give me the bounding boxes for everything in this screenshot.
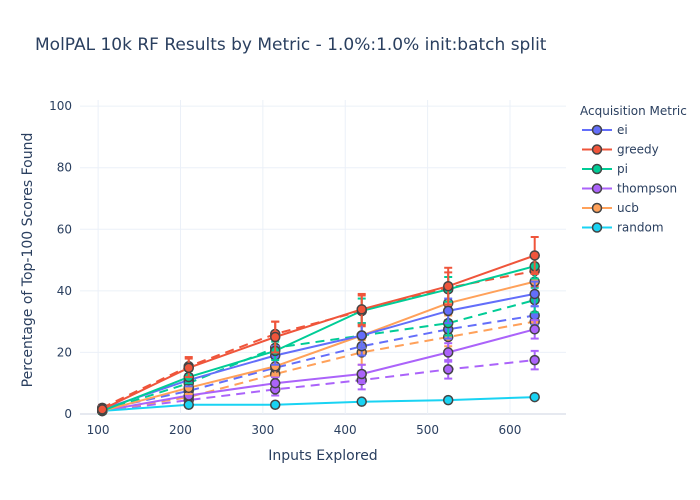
data-point — [96, 404, 108, 415]
series-greedy-solid — [96, 235, 540, 415]
series-line — [101, 280, 535, 412]
legend-label: pi — [617, 162, 628, 176]
data-point — [529, 391, 540, 403]
data-point — [183, 399, 194, 411]
data-point — [529, 324, 540, 335]
y-tick-label: 20 — [57, 345, 72, 359]
x-tick-label: 500 — [416, 423, 439, 437]
legend-label: random — [617, 221, 664, 235]
x-axis-title: Inputs Explored — [268, 448, 377, 464]
data-point — [356, 304, 367, 315]
data-point — [356, 368, 367, 380]
y-tick-label: 60 — [57, 222, 72, 236]
data-point — [442, 305, 454, 317]
y-tick-label: 100 — [49, 99, 72, 113]
legend-marker — [591, 163, 603, 175]
legend-item-thompson[interactable]: thompson — [582, 182, 677, 196]
series-line — [102, 328, 535, 412]
legend-marker — [591, 202, 603, 214]
y-tick-label: 80 — [57, 161, 72, 175]
legend-marker — [591, 222, 603, 233]
series-line — [101, 254, 536, 411]
x-tick-label: 600 — [499, 423, 522, 437]
series-line — [101, 299, 535, 412]
legend-label: ucb — [617, 201, 639, 215]
series-line — [101, 265, 535, 412]
legend-item-greedy[interactable]: greedy — [582, 143, 659, 157]
data-point — [442, 347, 454, 358]
x-tick-label: 400 — [334, 423, 357, 437]
series-line — [102, 359, 535, 412]
legend-label: greedy — [617, 143, 659, 157]
data-point — [269, 331, 281, 343]
data-point — [183, 362, 194, 374]
y-tick-label: 40 — [57, 284, 72, 298]
legend[interactable]: Acquisition Metric ei greedy pi thompson ucb… — [580, 104, 687, 235]
data-point — [442, 394, 454, 406]
series-line — [102, 396, 535, 412]
series-layer — [96, 235, 540, 417]
x-tick-label: 200 — [169, 423, 192, 437]
series-line — [102, 320, 535, 412]
legend-item-ucb[interactable]: ucb — [582, 201, 639, 215]
legend-item-random[interactable]: random — [582, 221, 664, 235]
legend-label: thompson — [617, 182, 677, 196]
axis-layer: 0 20 40 60 80 100 100 200 300 400 500 600 — [49, 99, 521, 437]
x-tick-label: 100 — [87, 423, 110, 437]
series-line — [101, 292, 535, 411]
data-point — [529, 288, 540, 300]
grid-layer — [80, 100, 566, 415]
legend-marker — [591, 144, 603, 155]
data-point — [442, 280, 454, 292]
legend-title: Acquisition Metric — [580, 104, 687, 118]
y-axis-title: Percentage of Top-100 Scores Found — [20, 133, 36, 388]
legend-item-ei[interactable]: ei — [582, 123, 628, 137]
data-point — [356, 396, 367, 407]
data-point — [529, 250, 540, 261]
legend-item-pi[interactable]: pi — [582, 162, 628, 176]
data-point — [529, 354, 540, 366]
data-point — [356, 330, 367, 341]
y-tick-label: 0 — [64, 407, 72, 421]
chart-title: MolPAL 10k RF Results by Metric - 1.0%:1… — [35, 35, 547, 55]
x-tick-label: 300 — [251, 423, 274, 437]
legend-marker — [591, 183, 603, 194]
data-point — [269, 399, 281, 411]
data-point — [269, 377, 281, 389]
legend-marker — [591, 124, 603, 136]
data-point — [442, 364, 454, 375]
legend-label: ei — [617, 123, 628, 137]
